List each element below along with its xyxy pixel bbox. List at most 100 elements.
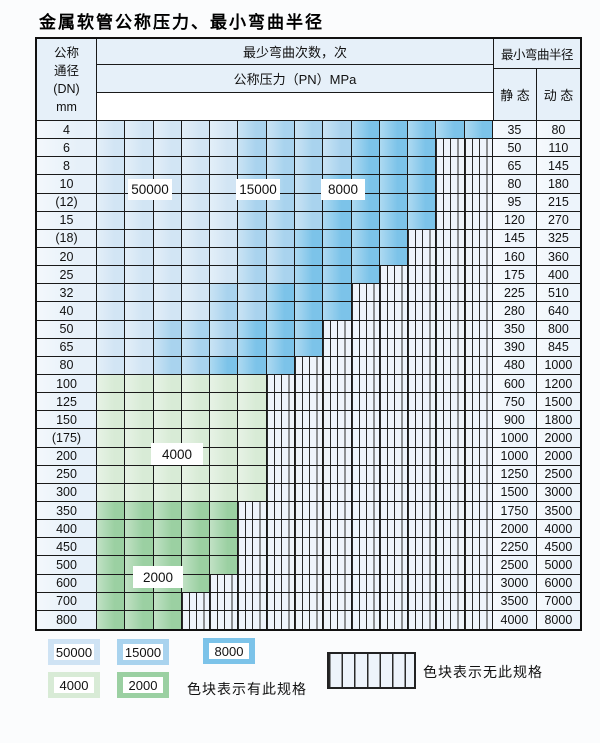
spec-cell [379,121,409,140]
spec-cell [323,501,352,521]
spec-cell [210,211,239,230]
spec-cell [210,429,239,448]
spec-cell [464,411,493,430]
dn-label: 150 [37,411,97,430]
spec-cell [351,556,380,575]
spec-cell [238,229,267,248]
spec-cell [96,302,126,321]
spec-cell [323,139,352,158]
spec-cell [266,229,295,248]
spec-cell [408,193,437,212]
spec-cell [181,374,211,394]
dn-label: 200 [37,447,97,466]
header-dn-line: (DN) [53,81,80,96]
spec-cell [266,574,295,593]
spec-cell [351,139,380,158]
spec-cell [436,157,465,176]
spec-cell [294,429,324,448]
spec-cell [379,538,409,557]
table-row: 10 80 180 [37,175,580,194]
spec-cell [323,411,352,430]
spec-cell [125,284,154,303]
dynamic-radius-value: 270 [536,211,580,230]
static-radius-value: 280 [492,302,537,321]
static-radius-value: 160 [492,247,537,267]
spec-cell [294,266,324,285]
spec-cell [323,592,352,611]
spec-cell [181,574,211,593]
legend-swatch-4000: 4000 [48,672,100,698]
table-row: 800 4000 8000 [37,610,580,629]
spec-cell [351,411,380,430]
table-row: 500 2500 5000 [37,556,580,575]
spec-cell [464,429,493,448]
spec-cell [96,211,126,230]
dynamic-radius-value: 4500 [536,538,580,557]
spec-cell [96,411,126,430]
spec-cell [238,374,267,394]
table-row: 4 35 80 [37,121,580,140]
spec-cell [96,501,126,521]
table-row: 250 1250 2500 [37,465,580,484]
spec-cell [408,302,437,321]
header-dn-line: mm [56,99,77,114]
spec-cell [436,501,465,521]
spec-cell [408,284,437,303]
spec-cell [125,247,154,267]
spec-cell [238,247,267,267]
dynamic-radius-value: 215 [536,193,580,212]
spec-cell [96,592,126,611]
spec-cell [436,302,465,321]
spec-cell [181,175,211,194]
spec-cell [323,157,352,176]
spec-cell [181,429,211,448]
spec-cell [323,320,352,339]
spec-cell [408,483,437,502]
table-body: 4 35 80 6 50 110 8 65 145 10 80 180 (12) 95 215 15 120 27… [37,120,580,629]
dn-label: 40 [37,302,97,321]
spec-cell [153,284,182,303]
spec-cell [96,393,126,412]
spec-cell [125,266,154,285]
spec-cell [153,266,182,285]
spec-cell [238,393,267,412]
spec-cell [294,193,324,212]
spec-cell [379,302,409,321]
spec-cell [153,592,182,611]
table-row: 350 1750 3500 [37,501,580,521]
spec-cell [181,556,211,575]
spec-cell [181,465,211,484]
spec-cell [266,157,295,176]
spec-cell [323,556,352,575]
spec-cell [96,229,126,248]
spec-cell [436,121,465,140]
spec-cell [351,302,380,321]
spec-cell [266,483,295,502]
spec-cell [379,320,409,339]
dn-label: 32 [37,284,97,303]
dn-label: (18) [37,229,97,248]
spec-cell [323,520,352,539]
spec-cell [351,157,380,176]
dynamic-radius-value: 1000 [536,356,580,375]
spec-cell [436,193,465,212]
spec-cell [351,592,380,611]
spec-cell [436,320,465,339]
spec-cell [153,374,182,394]
static-radius-value: 1250 [492,465,537,484]
spec-cell [181,356,211,375]
spec-cell [153,465,182,484]
spec-cell [351,211,380,230]
spec-cell [351,610,380,629]
spec-cell [464,121,493,140]
legend-swatch-15000: 15000 [117,639,169,665]
spec-cell [266,501,295,521]
spec-cell [408,520,437,539]
spec-cell [294,538,324,557]
spec-cell [238,356,267,375]
table-row: 300 1500 3000 [37,483,580,502]
static-radius-value: 3000 [492,574,537,593]
spec-cell [210,556,239,575]
spec-cell [436,447,465,466]
spec-cell [125,121,154,140]
